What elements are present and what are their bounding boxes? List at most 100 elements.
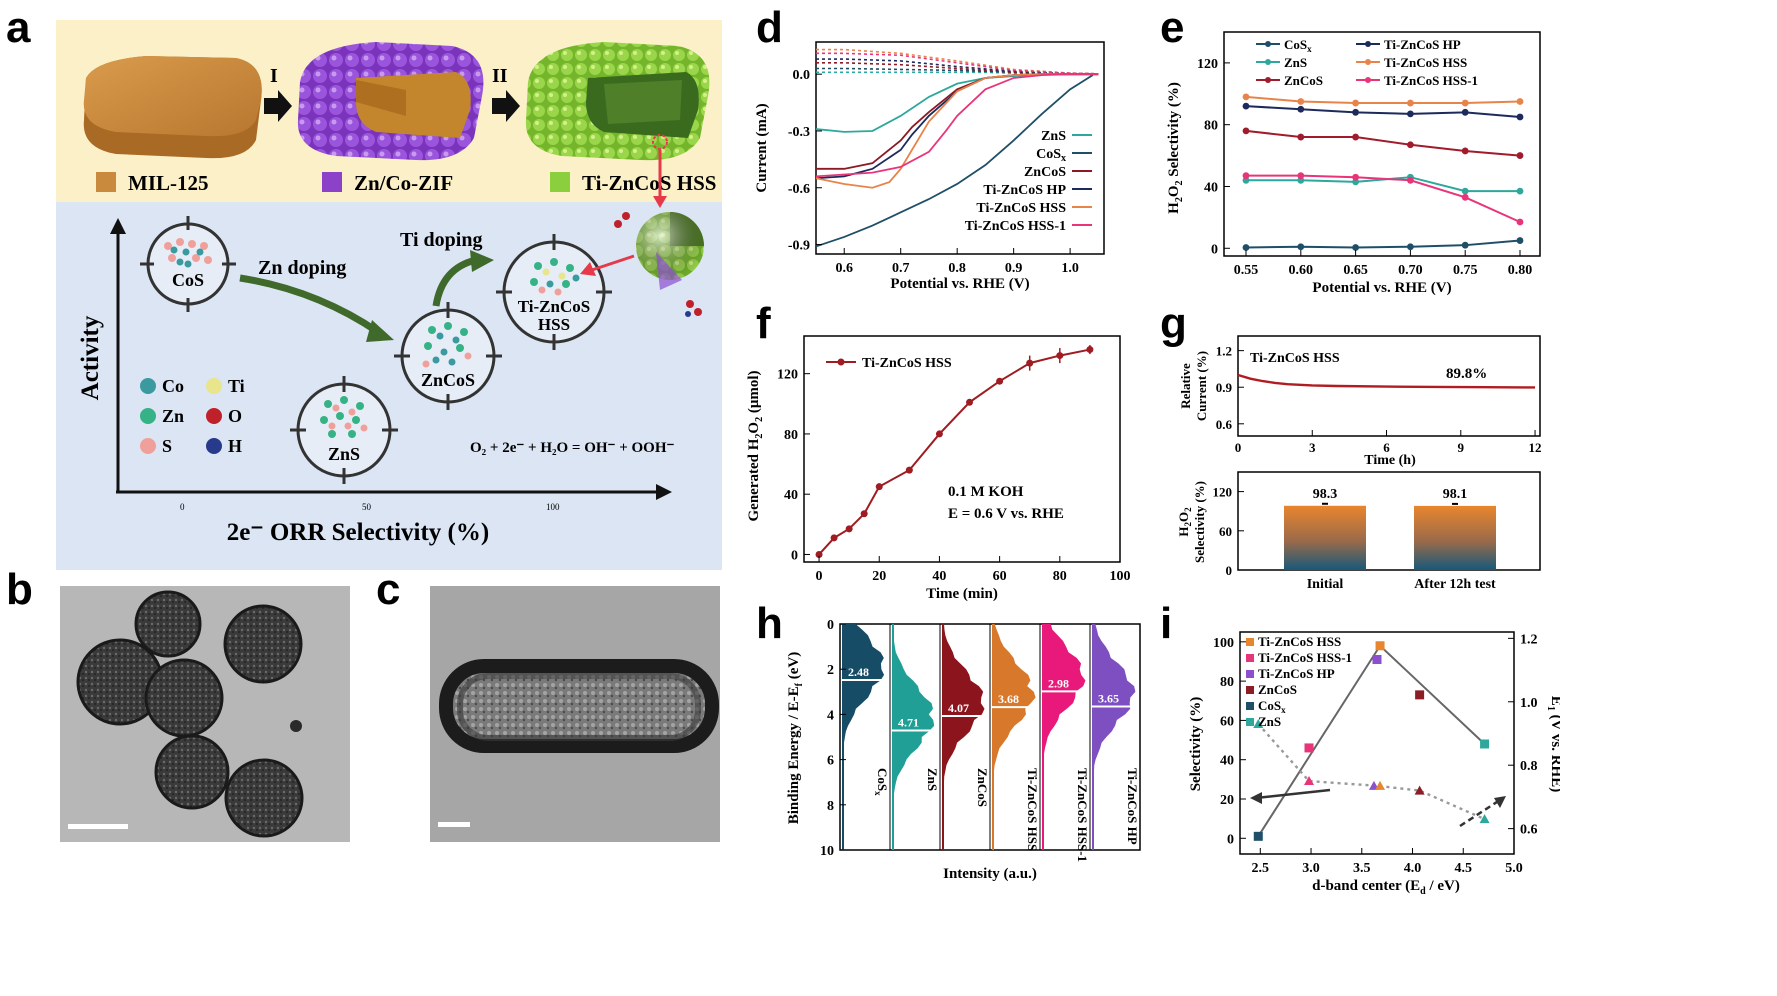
- x-tick-100: 100: [546, 502, 560, 512]
- chart-e-point-0-2: [1352, 244, 1359, 251]
- chart-i-square-1: [1304, 743, 1314, 753]
- chart-i-e1-trend: [1257, 723, 1486, 821]
- chart-e-xlabel: Potential vs. RHE (V): [1312, 280, 1451, 296]
- chart-i-xtick-3: 4.0: [1404, 861, 1422, 876]
- chart-i-legend-tihp-swatch: [1246, 670, 1254, 678]
- chart-e-point-0-4: [1461, 241, 1469, 249]
- chart-f-legend-label: Ti-ZnCoS HSS: [862, 356, 952, 371]
- ti-doping-arrow: [432, 256, 477, 307]
- chart-h-dos-0: [842, 624, 885, 850]
- chart-i-y2tick-0: 0.6: [1520, 823, 1538, 838]
- chart-e-point-2-3: [1407, 141, 1414, 149]
- chart-e-point-5-1: [1297, 172, 1305, 180]
- chart-g-bar-ytick-2: 0: [1226, 563, 1233, 578]
- chart-e-point-0-3: [1407, 243, 1414, 251]
- chart-i-ytick-4: 80: [1220, 675, 1234, 690]
- chart-e-point-5-5: [1516, 218, 1524, 226]
- chart-i-legend-tihss-swatch: [1246, 638, 1254, 646]
- chart-i-triangle-3: [1375, 780, 1386, 790]
- chart-e: 0.55 0.60 0.65 0.70 0.75 0.80 0 40 80 120 H2O2 Se…: [1166, 31, 1541, 296]
- chart-g-xtick-4: 12: [1529, 440, 1542, 455]
- chart-e-point-3-5: [1516, 113, 1524, 121]
- scale-bar-b: [68, 824, 128, 829]
- chart-h-dos-4: [1042, 624, 1086, 850]
- chart-e-point-3-0: [1242, 102, 1250, 110]
- zn-doping-label: Zn doping: [258, 257, 346, 279]
- chart-f-ytick-3: 120: [777, 368, 798, 383]
- chart-e-legend-zncos: ZnCoS: [1284, 73, 1323, 88]
- chart-f-xtick-5: 100: [1110, 569, 1131, 584]
- chart-g-bar-category-1: After 12h test: [1414, 577, 1496, 592]
- chart-h-ytick-5: 10: [820, 844, 834, 859]
- atom-legend: Co Ti Zn O S H: [140, 376, 245, 456]
- chart-h-ytick-0: 0: [827, 618, 834, 633]
- chart-g-bottom-frame: [1237, 471, 1541, 571]
- panel-label-i: i: [1160, 599, 1173, 648]
- chart-g-top-ylabel-2: Current (%): [1194, 351, 1209, 421]
- chart-i-triangle-4: [1414, 785, 1425, 795]
- chart-e-xtick-4: 0.75: [1453, 263, 1478, 278]
- chart-i-triangle-0: [1253, 718, 1264, 728]
- chart-h-ytick-1: 2: [827, 663, 834, 678]
- panel-label-e: e: [1160, 3, 1185, 52]
- chart-i-xtick-0: 2.5: [1252, 861, 1270, 876]
- legend-swatch-hss: [550, 172, 570, 192]
- target-zns-label: ZnS: [328, 444, 360, 464]
- chart-d-xtick-2: 0.8: [948, 261, 966, 276]
- chart-g-xtick-1: 3: [1309, 440, 1316, 455]
- chart-f-point-6: [935, 430, 943, 438]
- panel-label-d: d: [756, 3, 783, 52]
- panel-label-h: h: [756, 599, 783, 648]
- chart-h-dos-5: [1092, 624, 1136, 850]
- chart-e-ytick-2: 80: [1204, 119, 1218, 134]
- chart-d-ytick-2: -0.6: [788, 182, 810, 197]
- chart-h-dos-2: [942, 624, 985, 850]
- chart-f-legend: Ti-ZnCoS HSS: [826, 356, 952, 371]
- chart-f-annotation-electrolyte: 0.1 M KOH: [948, 484, 1024, 500]
- zoom-marker: [652, 134, 668, 150]
- chart-f-ylabel: Generated H2O2 (μmol): [746, 371, 765, 522]
- chart-h-series-label-5: Ti-ZnCoS HP: [1125, 768, 1140, 845]
- chart-e-point-3-2: [1352, 108, 1359, 116]
- chart-i-legend-zns-swatch: [1246, 718, 1254, 726]
- chart-d-xtick-4: 1.0: [1061, 261, 1079, 276]
- chart-i-square-0: [1375, 641, 1385, 651]
- chart-i-xlabel: d-band center (Ed / eV): [1312, 878, 1460, 897]
- chart-e-legend-zns: ZnS: [1284, 55, 1307, 70]
- chart-d-disk-curve-0: [815, 73, 1099, 133]
- chart-g-top-xlabel: Time (h): [1364, 453, 1416, 468]
- chart-e-point-4-2: [1352, 99, 1359, 107]
- legend-swatch-zif: [322, 172, 342, 192]
- zif-shell: [297, 42, 484, 161]
- chart-i-legend-zns: ZnS: [1258, 714, 1281, 729]
- chart-i-left-arrow-head: [1250, 792, 1262, 804]
- chart-g-bar-label-1: 98.1: [1443, 487, 1468, 502]
- chart-f-point-5: [905, 466, 913, 474]
- chart-f-point-1: [830, 534, 838, 542]
- chart-i-triangle-1: [1304, 776, 1315, 786]
- chart-e-line-4: [1245, 95, 1521, 105]
- scale-bar-c: [438, 822, 470, 827]
- target-zncos-label: ZnCoS: [421, 370, 475, 390]
- chart-f-point-2: [845, 525, 853, 533]
- chart-e-point-0-1: [1297, 243, 1305, 251]
- chart-d-disk-curve-4: [815, 73, 1099, 189]
- chart-e-point-1-5: [1516, 187, 1524, 195]
- zn-doping-arrow: [239, 274, 380, 335]
- chart-h-center-label-4: 2.98: [1048, 676, 1069, 690]
- chart-e-ytick-0: 0: [1211, 242, 1218, 257]
- chart-g-bar-0: [1284, 505, 1366, 570]
- chart-d-legend-tihss: Ti-ZnCoS HSS: [976, 201, 1066, 216]
- chart-d-disk-curve-1: [815, 74, 1094, 248]
- chart-e-point-3-1: [1297, 105, 1305, 113]
- chart-h-center-label-3: 3.68: [998, 692, 1019, 706]
- chart-e-point-2-1: [1297, 133, 1305, 141]
- chart-f-xtick-4: 80: [1053, 569, 1067, 584]
- chart-e-point-5-2: [1352, 173, 1359, 181]
- tem-image-c: [430, 586, 720, 842]
- chart-h-dos-1: [892, 624, 935, 850]
- chart-h-ylabel: Binding Energy / E-Ef (eV): [786, 652, 805, 825]
- chart-i-legend-tihss1-swatch: [1246, 654, 1254, 662]
- chart-f-line: [818, 348, 1091, 556]
- target-ti-label-line1: Ti-ZnCoS: [518, 297, 590, 316]
